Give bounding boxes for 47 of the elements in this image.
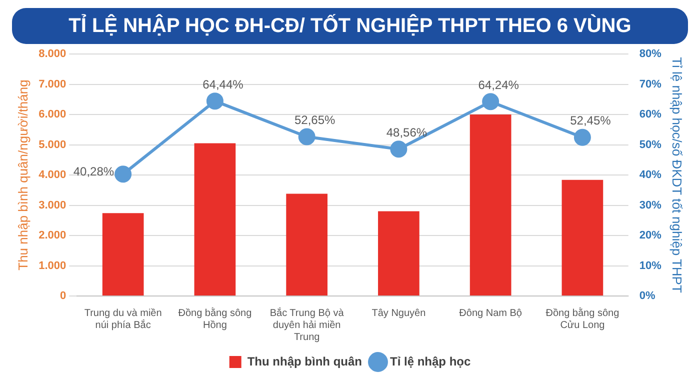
y2-tick-label: 80% — [639, 48, 662, 60]
data-label: 64,44% — [202, 77, 244, 92]
point — [390, 140, 408, 158]
y-axis-title: Thu nhập bình quân/người/tháng — [15, 80, 30, 270]
point — [298, 128, 316, 146]
point — [114, 166, 132, 183]
y-tick-label: 4.000 — [38, 169, 66, 182]
x-tick-label: Bắc Trung Bộ và duyên hải miền Trung — [270, 306, 344, 343]
bar — [562, 180, 604, 296]
y-tick-label: 8.000 — [38, 48, 66, 60]
y2-tick-label: 10% — [639, 260, 662, 272]
y-tick-label: 2.000 — [38, 230, 66, 242]
y-tick-label: 5.000 — [38, 138, 66, 151]
bar — [470, 114, 512, 296]
x-tick-label: Đồng bằng sông Hồng — [178, 306, 252, 331]
data-label: 48,56% — [386, 125, 428, 140]
data-label: 64,24% — [478, 78, 520, 92]
bar — [194, 143, 236, 296]
data-label: 52,45% — [570, 114, 612, 128]
y-tick-label: 3.000 — [38, 199, 66, 212]
y-tick-label: 1.000 — [38, 260, 66, 272]
x-tick-label: Tây Nguyên — [372, 308, 426, 319]
legend-label: Thu nhập bình quân — [247, 354, 362, 368]
legend-label: Tỉ lệ nhập học — [390, 354, 471, 368]
bar — [286, 194, 328, 296]
y2-tick-label: 40% — [639, 169, 662, 182]
y2-axis-title: Tỉ lệ nhập học/số ĐKDT tốt nghiệp THPT — [670, 57, 685, 293]
y-tick-label: 7.000 — [38, 78, 66, 90]
x-tick-label: Trung du và miền núi phía Bắc — [84, 308, 162, 331]
y2-tick-label: 30% — [639, 199, 662, 212]
bar — [378, 211, 420, 296]
y-tick-label: 0 — [60, 290, 66, 302]
y2-tick-label: 50% — [639, 138, 662, 151]
chart-title: TỈ LỆ NHẬP HỌC ĐH-CĐ/ TỐT NGHIỆP THPT THEO 6 VÙNG — [12, 8, 688, 44]
point — [574, 128, 591, 146]
point — [482, 93, 500, 110]
y2-tick-label: 60% — [639, 108, 662, 121]
y-tick-label: 6.000 — [38, 108, 66, 121]
point — [206, 92, 224, 110]
bar — [102, 213, 144, 296]
x-tick-label: Đồng bằng sông Cửu Long — [546, 306, 620, 331]
data-label: 40,28% — [73, 164, 114, 178]
x-tick-label: Đông Nam Bộ — [459, 308, 522, 319]
y2-tick-label: 0% — [639, 290, 656, 302]
data-label: 52,65% — [294, 113, 336, 128]
y2-tick-label: 70% — [639, 78, 662, 90]
y2-tick-label: 20% — [639, 230, 662, 242]
